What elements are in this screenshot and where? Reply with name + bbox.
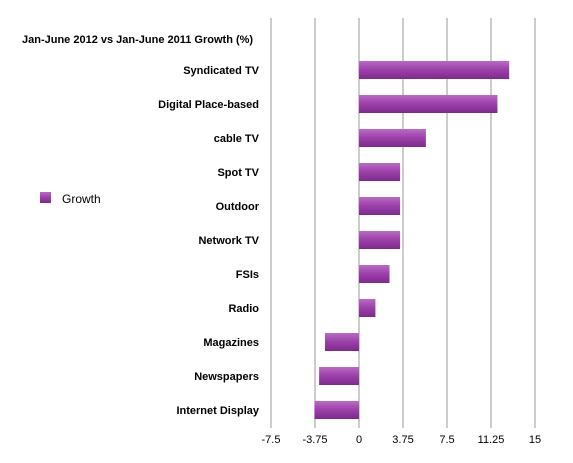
legend-swatch [40, 192, 51, 203]
bar [314, 401, 359, 419]
bar [359, 231, 401, 249]
x-axis-ticks: -7.5 -3.75 0 3.75 7.5 11.25 15 [262, 434, 542, 446]
category-label: Radio [228, 303, 259, 315]
x-tick-label: 11.25 [478, 434, 505, 446]
category-label: Newspapers [194, 371, 259, 383]
bar [359, 129, 426, 147]
x-tick-label: 3.75 [392, 434, 413, 446]
category-label: Magazines [203, 337, 259, 349]
x-tick-label: 7.5 [439, 434, 454, 446]
bar [319, 367, 359, 385]
x-tick-label: -7.5 [262, 434, 281, 446]
x-tick-label: -3.75 [302, 434, 327, 446]
bar [359, 265, 390, 283]
bar [359, 197, 401, 215]
bar [359, 95, 498, 113]
category-label: Outdoor [216, 201, 260, 213]
x-tick-label: 15 [529, 434, 541, 446]
category-label: Internet Display [176, 405, 259, 417]
category-label: Network TV [198, 235, 259, 247]
category-label: Digital Place-based [158, 99, 259, 111]
bar [359, 61, 510, 79]
category-label: Spot TV [217, 167, 259, 179]
x-tick-label: 0 [356, 434, 362, 446]
bars [314, 61, 510, 419]
bar [324, 333, 359, 351]
bar [359, 163, 401, 181]
category-label: FSIs [236, 269, 259, 281]
category-label: Syndicated TV [183, 65, 259, 77]
chart-title: Jan-June 2012 vs Jan-June 2011 Growth (%… [22, 34, 253, 46]
category-label: cable TV [214, 133, 260, 145]
bar [359, 299, 376, 317]
grid-lines [270, 18, 536, 428]
category-labels: Syndicated TV Digital Place-based cable TV… [158, 65, 260, 417]
legend-label: Growth [62, 192, 101, 206]
legend: Growth [40, 192, 101, 206]
